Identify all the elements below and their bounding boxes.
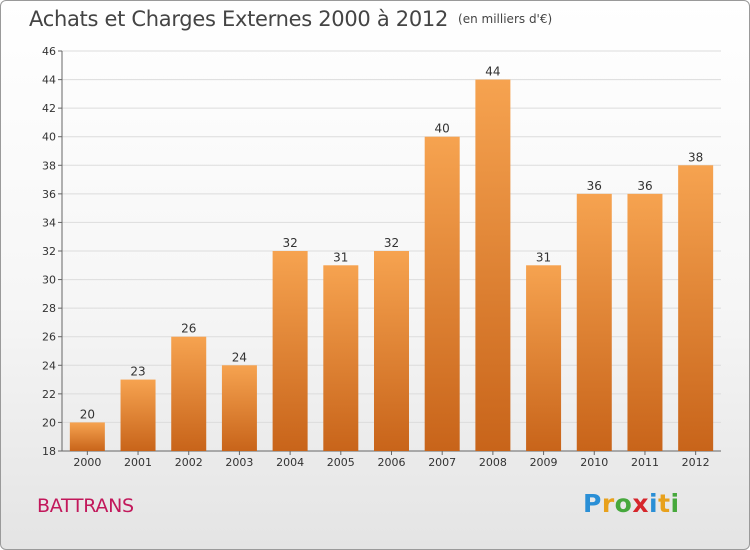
bars [69, 79, 714, 452]
y-tick-label: 42 [42, 102, 56, 115]
logo-letter: i [649, 489, 659, 518]
bar [221, 365, 257, 451]
y-tick-label: 38 [42, 159, 56, 172]
x-tick-labels: 2000 2001 2002 2003 2004 2005 2006 2007 2008 2009… [73, 456, 709, 469]
bar-value-label: 20 [80, 407, 95, 421]
y-tick-label: 32 [42, 245, 56, 258]
bar-value-label: 24 [232, 350, 247, 364]
bar-value-label: 36 [587, 179, 602, 193]
bar-value-label: 23 [130, 365, 145, 379]
bar-value-label: 32 [282, 236, 297, 250]
y-tick-label: 20 [42, 416, 56, 429]
y-tick-label: 18 [42, 445, 56, 458]
bar [171, 336, 207, 451]
logo-letter: t [658, 489, 671, 518]
logo-letter: P [583, 489, 602, 518]
logo-letter: o [614, 489, 633, 518]
proxiti-logo: Proxiti [583, 489, 680, 518]
bar-value-label: 44 [485, 65, 500, 79]
y-tick-label: 34 [42, 216, 56, 229]
y-tick-label: 24 [42, 359, 56, 372]
bar [678, 165, 714, 452]
place-name: BATTRANS [37, 495, 134, 517]
x-tick-label: 2011 [631, 456, 659, 469]
bar-value-label: 32 [384, 236, 399, 250]
x-tick-label: 2004 [276, 456, 304, 469]
bar-value-label: 31 [333, 250, 348, 264]
y-tick-label: 26 [42, 331, 56, 344]
bar [526, 265, 562, 451]
value-labels: 20 23 26 24 32 31 32 40 44 31 36 36 38 [80, 65, 704, 422]
chart-title: Achats et Charges Externes 2000 à 2012 (e… [29, 7, 552, 31]
x-tick-label: 2012 [682, 456, 710, 469]
y-tick-label: 28 [42, 302, 56, 315]
bar-value-label: 40 [435, 122, 450, 136]
y-tick-label: 30 [42, 274, 56, 287]
x-tick-label: 2006 [378, 456, 406, 469]
y-tick-label: 36 [42, 188, 56, 201]
x-tick-label: 2000 [73, 456, 101, 469]
chart-title-main: Achats et Charges Externes 2000 à 2012 [29, 7, 449, 31]
bar [120, 379, 156, 451]
logo-letter: i [670, 489, 680, 518]
bar-value-label: 36 [637, 179, 652, 193]
x-tick-label: 2007 [428, 456, 456, 469]
x-tick-label: 2009 [530, 456, 558, 469]
x-tick-label: 2003 [225, 456, 253, 469]
x-tick-label: 2002 [175, 456, 203, 469]
logo-letter: x [632, 489, 649, 518]
bar [576, 193, 612, 451]
y-tick-label: 22 [42, 388, 56, 401]
bar [272, 251, 308, 451]
x-tick-label: 2008 [479, 456, 507, 469]
x-tick-label: 2010 [580, 456, 608, 469]
y-tick-label: 40 [42, 131, 56, 144]
chart-title-unit: (en milliers d'€) [458, 12, 553, 26]
bar [627, 193, 663, 451]
bar-value-label: 38 [688, 150, 703, 164]
y-tick-label: 46 [42, 45, 56, 58]
x-tick-label: 2005 [327, 456, 355, 469]
y-tick-label: 44 [42, 74, 56, 87]
logo-letter: r [601, 489, 615, 518]
x-tick-label: 2001 [124, 456, 152, 469]
y-tick-labels: 18 20 22 24 26 28 30 32 34 36 38 40 42 44 46 [42, 45, 56, 458]
bar [69, 422, 105, 451]
bar-value-label: 26 [181, 322, 196, 336]
bar [374, 251, 409, 451]
bar [475, 79, 511, 452]
bar [424, 136, 460, 451]
bar [323, 265, 359, 451]
bar-value-label: 31 [536, 250, 551, 264]
